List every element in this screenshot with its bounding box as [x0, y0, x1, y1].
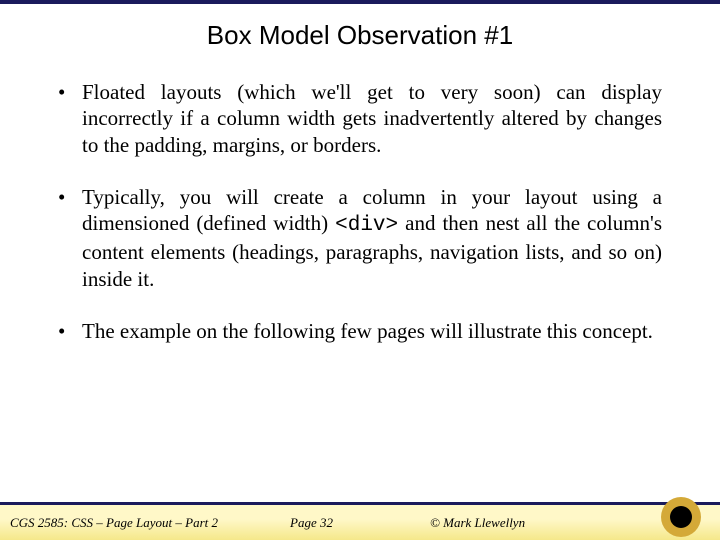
bullet-dot: • [58, 79, 82, 158]
footer-course: CGS 2585: CSS – Page Layout – Part 2 [10, 515, 290, 531]
slide-title: Box Model Observation #1 [0, 20, 720, 51]
bullet-item: • Floated layouts (which we'll get to ve… [58, 79, 662, 158]
bullet-item: • The example on the following few pages… [58, 318, 662, 344]
bullet-dot: • [58, 318, 82, 344]
bullet-text: Typically, you will create a column in y… [82, 184, 662, 292]
slide-footer: CGS 2585: CSS – Page Layout – Part 2 Pag… [0, 502, 720, 540]
bullet-dot: • [58, 184, 82, 292]
code-snippet: <div> [335, 214, 398, 237]
slide: Box Model Observation #1 • Floated layou… [0, 0, 720, 540]
bullet-text: The example on the following few pages w… [82, 318, 662, 344]
bullet-item: • Typically, you will create a column in… [58, 184, 662, 292]
bullet-text: Floated layouts (which we'll get to very… [82, 79, 662, 158]
footer-page: Page 32 [290, 515, 430, 531]
slide-content: • Floated layouts (which we'll get to ve… [0, 51, 720, 344]
ucf-logo-icon [660, 496, 702, 538]
